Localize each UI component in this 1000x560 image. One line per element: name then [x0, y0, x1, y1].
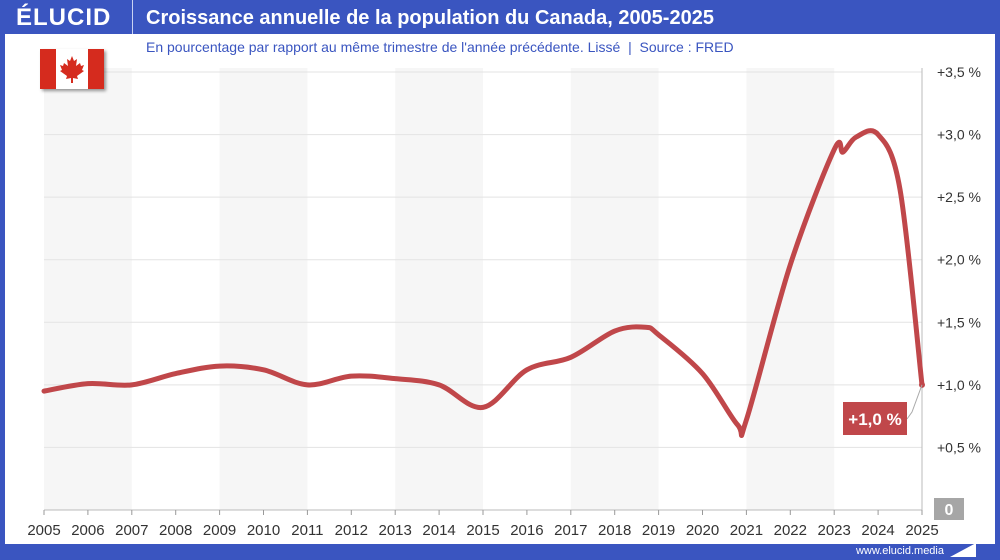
x-tick-label: 2023	[818, 522, 851, 539]
x-tick-label: 2019	[642, 522, 675, 539]
x-tick-label: 2006	[71, 522, 104, 539]
label-leader	[906, 384, 923, 420]
footer-url: www.elucid.media	[855, 545, 944, 557]
x-tick-label: 2024	[861, 522, 894, 539]
x-tick-label: 2020	[686, 522, 719, 539]
zero-label: 0	[945, 502, 954, 519]
zero-badge	[934, 498, 964, 520]
canada-flag-icon	[40, 49, 104, 89]
y-tick-label: +0,5 %	[937, 439, 981, 455]
y-tick-label: +3,0 %	[937, 127, 981, 143]
x-tick-label: 2018	[598, 522, 631, 539]
last-value-label: +1,0 %	[848, 410, 901, 429]
x-tick-label: 2009	[203, 522, 236, 539]
header: ÉLUCID Croissance annuelle de la populat…	[0, 0, 1000, 36]
chart-subtitle: En pourcentage par rapport au même trime…	[146, 39, 734, 55]
x-tick-label: 2021	[730, 522, 763, 539]
x-tick-label: 2005	[27, 522, 60, 539]
shaded-band	[219, 68, 308, 510]
x-tick-label: 2010	[247, 522, 280, 539]
chart-title: Croissance annuelle de la population du …	[146, 7, 714, 29]
header-divider	[132, 0, 133, 36]
x-tick-label: 2012	[335, 522, 368, 539]
x-tick-label: 2014	[422, 522, 455, 539]
y-tick-label: +1,0 %	[937, 377, 981, 393]
y-tick-label: +3,5 %	[937, 64, 981, 80]
x-tick-label: 2015	[466, 522, 499, 539]
x-tick-label: 2013	[379, 522, 412, 539]
shaded-band	[570, 68, 659, 510]
x-tick-label: 2008	[159, 522, 192, 539]
elucid-mark-icon	[950, 543, 976, 557]
x-tick-label: 2007	[115, 522, 148, 539]
x-tick-label: 2011	[291, 522, 323, 539]
data-line	[41, 128, 925, 438]
shaded-band	[746, 68, 835, 510]
x-tick-label: 2017	[554, 522, 587, 539]
shaded-band	[395, 68, 483, 510]
shaded-band	[44, 68, 132, 510]
x-tick-label: 2016	[510, 522, 543, 539]
y-tick-label: +2,0 %	[937, 252, 981, 268]
last-value-badge	[843, 402, 907, 435]
logo: ÉLUCID	[16, 4, 112, 31]
y-tick-label: +1,5 %	[937, 314, 981, 330]
x-tick-label: 2025	[905, 522, 938, 539]
y-tick-label: +2,5 %	[937, 189, 981, 205]
x-tick-label: 2022	[774, 522, 807, 539]
